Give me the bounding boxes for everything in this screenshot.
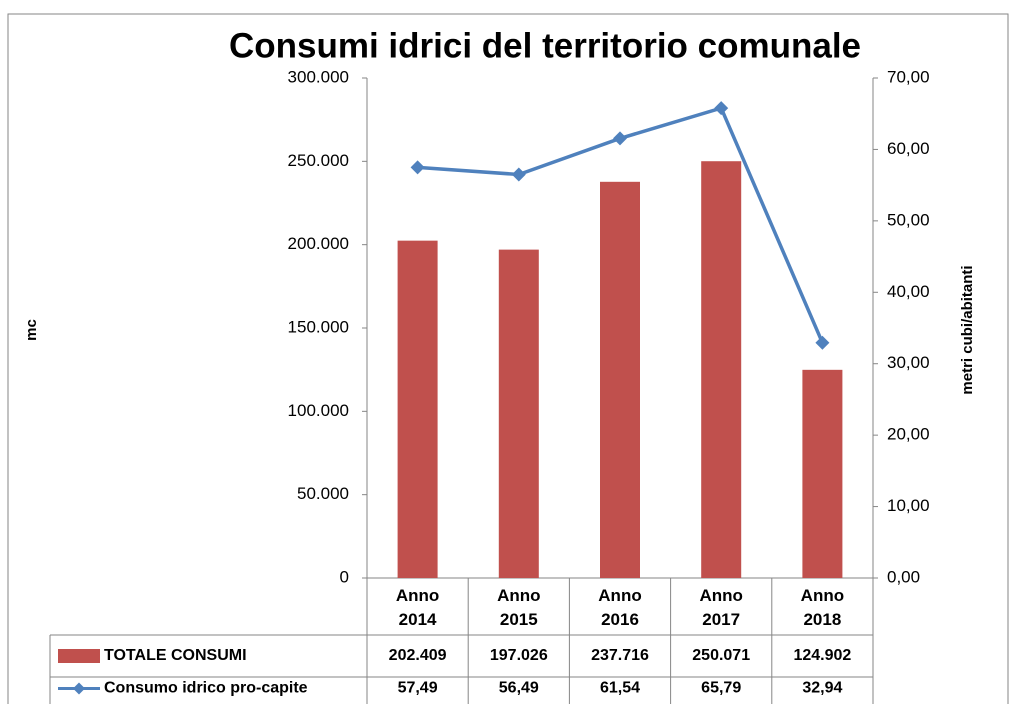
y2-tick-label: 60,00 [887, 139, 930, 158]
line-marker [511, 167, 526, 182]
y-tick-label: 100.000 [288, 401, 349, 420]
table-value: 61,54 [600, 680, 640, 697]
x-tick-label: Anno 2018 [800, 586, 845, 629]
y2-tick-label: 30,00 [887, 353, 930, 372]
bar [802, 369, 843, 578]
legend-swatch [58, 649, 100, 663]
bar [397, 240, 438, 578]
y-tick-label: 50.000 [297, 484, 349, 503]
legend-label: TOTALE CONSUMI [104, 647, 247, 664]
bar [600, 181, 640, 578]
table-value: 32,94 [802, 680, 842, 697]
y2-tick-label: 10,00 [887, 496, 930, 515]
y-tick-label: 150.000 [288, 317, 349, 336]
table-value: 250.071 [692, 647, 750, 664]
x-tick-label: Anno 2016 [598, 586, 642, 629]
legend-label: Consumo idrico pro-capite [104, 680, 308, 697]
table-value: 65,79 [701, 680, 741, 697]
y-axis-label: mc [23, 319, 40, 341]
bar [498, 249, 539, 578]
table-value: 237.716 [591, 647, 649, 664]
x-tick-label: Anno 2015 [497, 586, 541, 629]
y-tick-label: 250.000 [288, 151, 349, 170]
table-value: 197.026 [490, 647, 548, 664]
x-tick-label: Anno 2014 [395, 586, 440, 629]
y2-tick-label: 40,00 [887, 282, 930, 301]
chart-title: Consumi idrici del territorio comunale [229, 26, 861, 65]
y2-tick-label: 50,00 [887, 210, 930, 229]
x-tick-label: Anno 2017 [699, 586, 743, 629]
y2-tick-label: 0,00 [887, 567, 920, 586]
y-tick-label: 200.000 [288, 234, 349, 253]
line-marker [613, 131, 627, 146]
chart-border [7, 13, 1009, 704]
table-value: 57,49 [398, 680, 438, 697]
line-marker [815, 335, 830, 350]
y-tick-label: 0 [340, 567, 349, 586]
y2-axis-label: metri cubi/abitanti [959, 265, 976, 394]
y2-tick-label: 20,00 [887, 425, 930, 444]
table-value: 56,49 [499, 680, 539, 697]
table-value: 124.902 [793, 647, 851, 664]
line-marker [410, 160, 425, 175]
y2-tick-label: 70,00 [887, 67, 930, 86]
bar [701, 161, 742, 578]
line-marker [714, 101, 729, 116]
y-tick-label: 300.000 [288, 67, 349, 86]
legend-marker [73, 682, 85, 695]
table-value: 202.409 [389, 647, 447, 664]
